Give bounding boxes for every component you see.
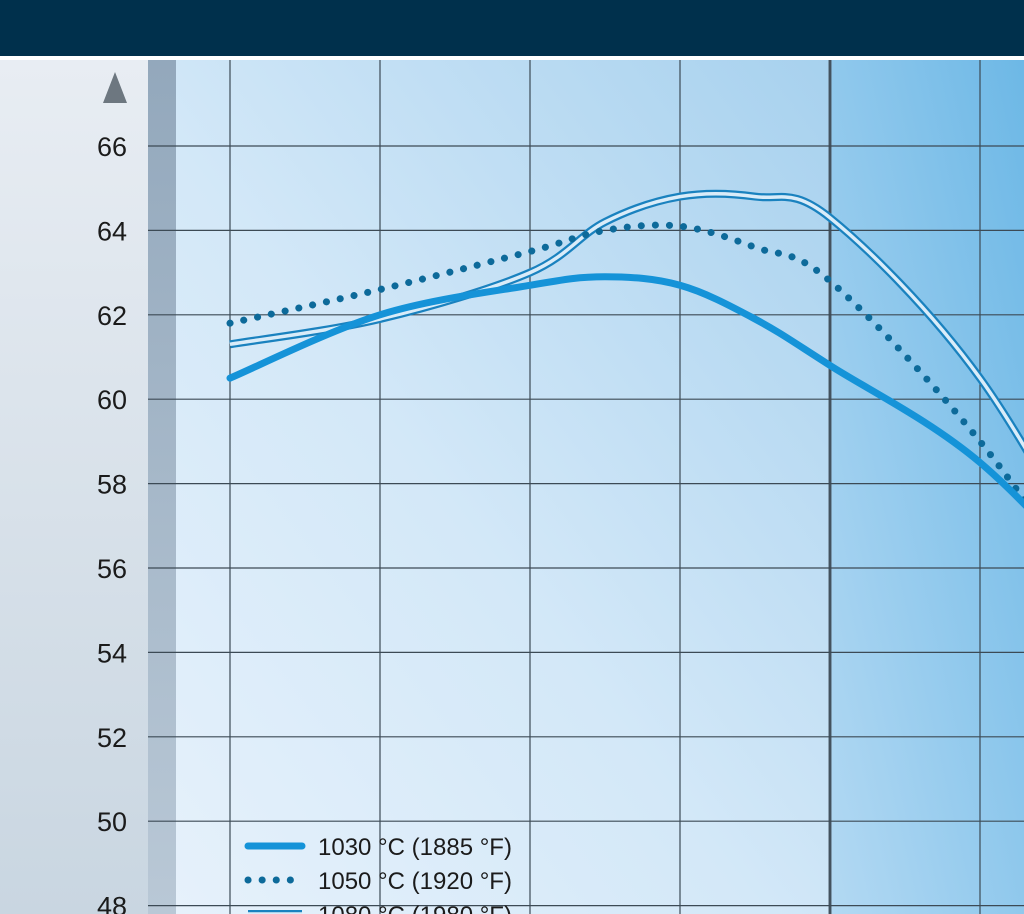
header-divider (0, 56, 1024, 60)
y-axis-strip (148, 60, 176, 914)
y-tick-label: 54 (97, 638, 127, 668)
y-axis-panel (0, 60, 148, 914)
y-tick-label: 60 (97, 385, 127, 415)
y-tick-label: 48 (97, 892, 127, 914)
plot-area-right (830, 60, 1024, 914)
y-tick-label: 50 (97, 807, 127, 837)
header-bar (0, 0, 1024, 56)
legend-label: 1030 °C (1885 °F) (318, 834, 512, 861)
y-tick-label: 62 (97, 301, 127, 331)
y-axis-arrow-icon (103, 72, 127, 103)
y-tick-label: 64 (97, 216, 127, 246)
y-tick-label: 58 (97, 470, 127, 500)
y-tick-label: 56 (97, 554, 127, 584)
legend-label: 1080 °C (1980 °F) (318, 902, 512, 914)
plot-area-left (176, 60, 830, 914)
legend-label: 1050 °C (1920 °F) (318, 868, 512, 895)
y-tick-label: 52 (97, 723, 127, 753)
y-tick-label: 66 (97, 132, 127, 162)
series-line-1 (226, 273, 1024, 509)
series-line-2 (226, 221, 1024, 506)
